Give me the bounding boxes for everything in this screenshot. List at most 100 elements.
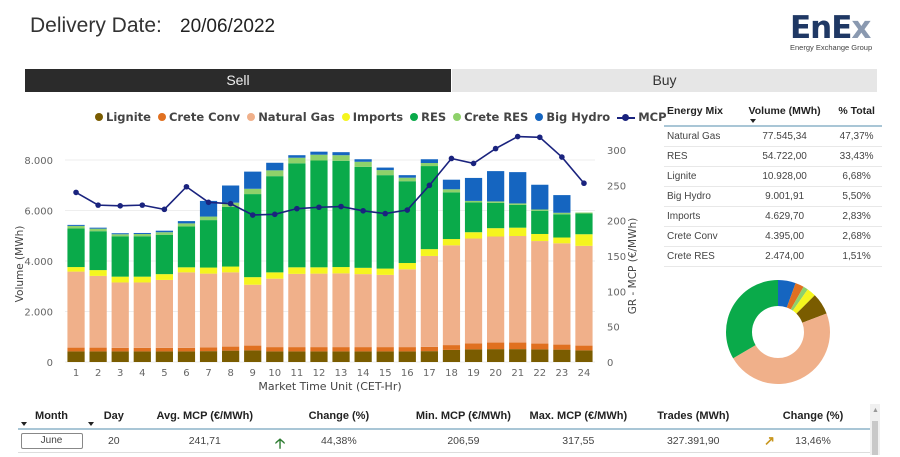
tab-sell[interactable]: Sell	[25, 69, 451, 92]
bar-stack-hour-16[interactable]	[398, 175, 416, 362]
header-trades-change[interactable]: Change (%)	[782, 410, 844, 422]
bar-stack-hour-9[interactable]	[244, 171, 262, 362]
mcp-point[interactable]	[249, 212, 256, 218]
x-tick-label: 6	[183, 368, 189, 379]
legend-item-imports[interactable]: Imports	[341, 110, 403, 124]
header-max-mcp[interactable]: Max. MCP (€/MWh)	[529, 410, 628, 422]
mcp-point[interactable]	[559, 154, 565, 160]
legend-item-mcp[interactable]: MCP	[617, 110, 667, 124]
bar-natural-gas	[133, 282, 151, 348]
mcp-point[interactable]	[536, 134, 543, 141]
donut-slice-natural-gas[interactable]	[733, 313, 830, 384]
summary-scrollbar[interactable]: ▲	[870, 404, 880, 455]
mcp-point[interactable]	[271, 211, 278, 218]
bar-stack-hour-24[interactable]	[575, 212, 593, 362]
month-select[interactable]: June	[20, 433, 83, 449]
mix-row-res[interactable]: RES 54.722,00 33,43%	[664, 146, 882, 167]
x-tick-label: 14	[357, 368, 370, 379]
mcp-point[interactable]	[382, 210, 389, 217]
mcp-point[interactable]	[514, 133, 521, 140]
bar-stack-hour-3[interactable]	[111, 233, 129, 362]
header-month-label: Month	[35, 410, 69, 422]
bar-stack-hour-21[interactable]	[509, 172, 527, 362]
mix-row-crete-conv[interactable]: Crete Conv 4.395,00 2,68%	[664, 226, 882, 247]
bar-stack-hour-10[interactable]	[266, 162, 284, 362]
mcp-point[interactable]	[205, 199, 212, 206]
header-avg-change[interactable]: Change (%)	[308, 410, 370, 422]
bar-stack-hour-17[interactable]	[420, 159, 438, 362]
bar-res	[177, 226, 196, 268]
mcp-point[interactable]	[183, 183, 190, 190]
mcp-point[interactable]	[492, 145, 499, 152]
bar-crete-conv	[266, 347, 284, 352]
header-day[interactable]: Day	[85, 410, 142, 426]
donut-slice-crete-res[interactable]	[790, 286, 808, 311]
mix-row-crete-res[interactable]: Crete RES 2.474,00 1,51%	[664, 246, 882, 267]
legend-item-natural-gas[interactable]: Natural Gas	[247, 110, 335, 124]
mcp-point[interactable]	[360, 207, 366, 214]
legend-item-crete-res[interactable]: Crete RES	[453, 110, 528, 124]
mcp-point[interactable]	[117, 203, 124, 209]
bar-stack-hour-12[interactable]	[310, 151, 328, 362]
bar-stack-hour-8[interactable]	[222, 185, 240, 362]
bar-imports	[133, 276, 151, 283]
bar-big-hydro	[376, 167, 394, 171]
bar-stack-hour-14[interactable]	[354, 159, 372, 362]
bar-stack-hour-23[interactable]	[553, 195, 571, 362]
donut-slice-lignite[interactable]	[796, 295, 827, 323]
donut-slice-big-hydro[interactable]	[778, 280, 796, 308]
bar-lignite	[464, 349, 483, 362]
mix-row-imports[interactable]: Imports 4.629,70 2,83%	[664, 206, 882, 227]
bar-stack-hour-18[interactable]	[442, 179, 461, 362]
mix-row-natural-gas[interactable]: Natural Gas 77.545,34 47,37%	[664, 126, 882, 147]
mix-percent: 6,68%	[831, 166, 882, 187]
bar-stack-hour-13[interactable]	[332, 152, 350, 362]
donut-slice-imports[interactable]	[792, 289, 815, 314]
header-month[interactable]: Month	[18, 410, 85, 426]
x-tick-label: 22	[533, 368, 546, 379]
header-avg-mcp[interactable]: Avg. MCP (€/MWh)	[156, 410, 254, 422]
mix-row-big-hydro[interactable]: Big Hydro 9.001,91 5,50%	[664, 186, 882, 207]
mcp-point[interactable]	[73, 189, 79, 196]
bar-stack-hour-7[interactable]	[199, 200, 218, 362]
mcp-point[interactable]	[316, 204, 322, 211]
bar-stack-hour-1[interactable]	[67, 224, 85, 362]
mcp-point[interactable]	[95, 202, 101, 208]
legend-item-res[interactable]: RES	[410, 110, 446, 124]
bar-stack-hour-5[interactable]	[155, 230, 173, 362]
scroll-thumb[interactable]	[872, 421, 878, 455]
mcp-point[interactable]	[294, 205, 300, 212]
scroll-up-icon[interactable]: ▲	[872, 407, 879, 414]
bar-stack-hour-6[interactable]	[177, 221, 196, 362]
legend-item-crete-conv[interactable]: Crete Conv	[157, 110, 240, 124]
bar-res	[509, 204, 527, 228]
bar-stack-hour-19[interactable]	[464, 177, 483, 362]
tab-buy[interactable]: Buy	[452, 69, 877, 92]
mcp-point[interactable]	[426, 182, 433, 189]
bar-crete-conv	[553, 344, 571, 350]
legend-item-big-hydro[interactable]: Big Hydro	[535, 110, 610, 124]
bar-stack-hour-20[interactable]	[487, 171, 505, 362]
mix-row-lignite[interactable]: Lignite 10.928,00 6,68%	[664, 166, 882, 187]
mcp-point[interactable]	[338, 203, 344, 210]
donut-slice-res[interactable]	[726, 280, 778, 359]
legend-item-lignite[interactable]: Lignite	[95, 110, 151, 124]
mcp-point[interactable]	[227, 200, 234, 207]
header-energy-mix[interactable]: Energy Mix	[664, 101, 738, 127]
donut-slice-crete-conv[interactable]	[786, 283, 804, 310]
header-trades[interactable]: Trades (MWh)	[657, 410, 730, 422]
mcp-point[interactable]	[581, 180, 587, 187]
bar-stack-hour-4[interactable]	[133, 232, 151, 362]
bar-stack-hour-22[interactable]	[531, 184, 549, 362]
header-pct-total[interactable]: % Total	[831, 101, 882, 127]
bar-stack-hour-2[interactable]	[89, 227, 107, 362]
header-volume[interactable]: Volume (MWh)	[738, 101, 832, 127]
bar-stack-hour-11[interactable]	[288, 155, 306, 362]
bar-stack-hour-15[interactable]	[376, 167, 394, 362]
header-min-mcp[interactable]: Min. MCP (€/MWh)	[415, 410, 511, 422]
mcp-point[interactable]	[470, 160, 477, 167]
mcp-point[interactable]	[139, 202, 146, 208]
mcp-point[interactable]	[161, 206, 168, 213]
mcp-point[interactable]	[448, 155, 455, 162]
mcp-point[interactable]	[404, 207, 411, 213]
